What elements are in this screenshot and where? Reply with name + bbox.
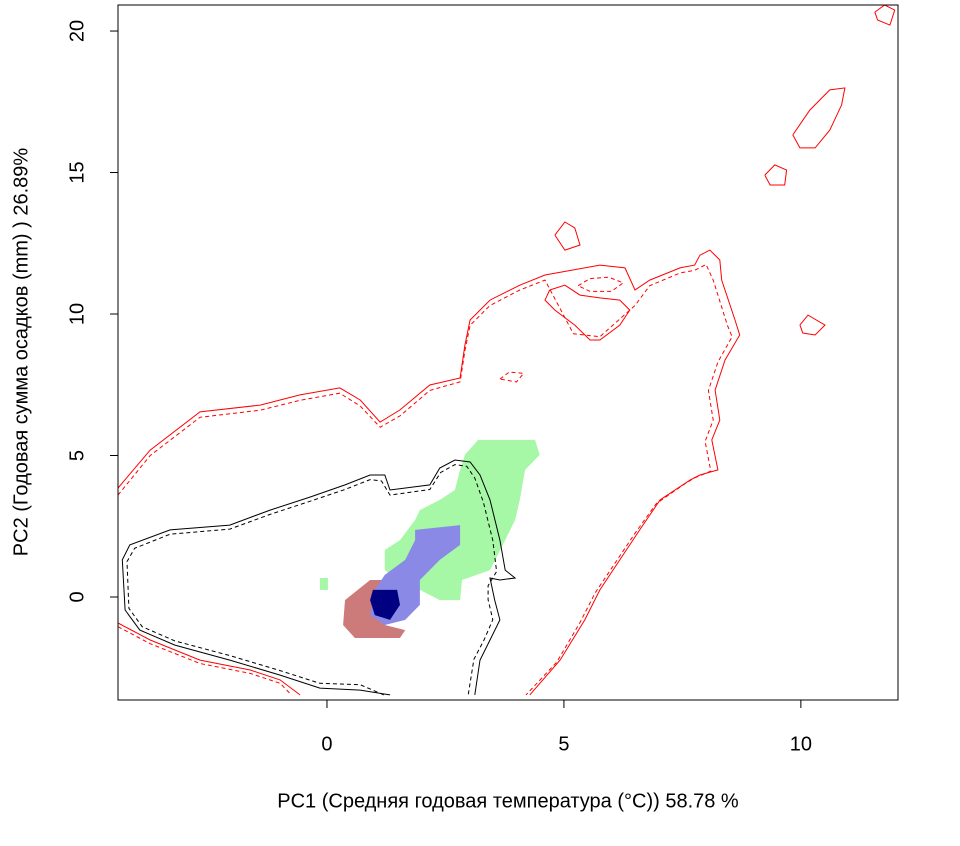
- contour-line: [792, 87, 846, 149]
- contour-line: [799, 314, 826, 336]
- density-area: [370, 589, 400, 620]
- x-tick-label: 10: [790, 733, 812, 755]
- contour-line: [764, 164, 788, 186]
- contour-line: [577, 276, 625, 292]
- contour-line: [121, 459, 517, 696]
- contour-line: [126, 464, 498, 696]
- density-area: [319, 578, 328, 590]
- y-tick-label: 0: [66, 591, 88, 602]
- y-tick-label: 15: [66, 161, 88, 183]
- y-tick-label: 5: [66, 450, 88, 461]
- contour-line: [118, 263, 733, 696]
- contour-line: [554, 221, 581, 251]
- plot-area: [118, 5, 896, 696]
- y-axis-title: PC2 (Годовая сумма осадков (mm) ) 26.89%: [10, 148, 32, 557]
- x-tick-label: 0: [321, 733, 332, 755]
- contour-line: [118, 626, 292, 696]
- x-axis-title: PC1 (Средняя годовая температура (°C)) 5…: [277, 790, 739, 812]
- contour-line: [544, 284, 631, 341]
- contour-line: [874, 5, 896, 26]
- contour-line: [499, 371, 525, 383]
- x-tick-label: 5: [558, 733, 569, 755]
- y-tick-label: 20: [66, 20, 88, 42]
- y-tick-label: 10: [66, 303, 88, 325]
- contour-line: [118, 622, 301, 696]
